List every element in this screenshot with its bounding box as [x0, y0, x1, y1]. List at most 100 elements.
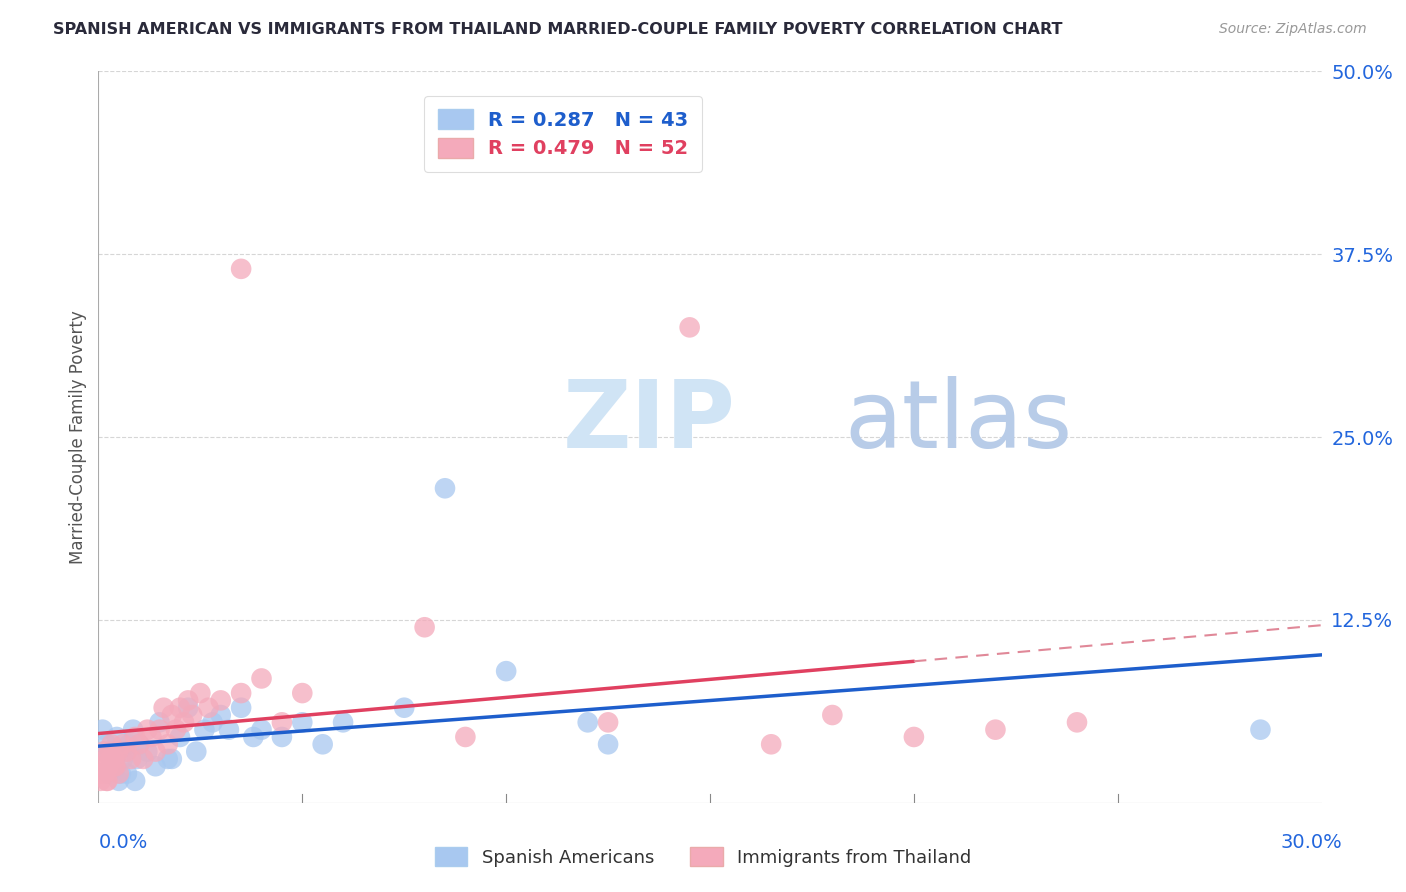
Point	[312, 737, 335, 751]
Point	[188, 686, 212, 700]
Point	[270, 730, 294, 744]
Point	[127, 752, 149, 766]
Point	[332, 715, 354, 730]
Point	[91, 723, 114, 737]
Point	[120, 752, 142, 766]
Point	[759, 737, 782, 751]
Point	[91, 745, 114, 759]
Point	[115, 745, 138, 759]
Point	[173, 715, 195, 730]
Point	[100, 737, 122, 751]
Point	[160, 708, 183, 723]
Point	[90, 759, 112, 773]
Point	[156, 752, 179, 766]
Point	[413, 620, 436, 634]
Point	[201, 715, 224, 730]
Text: atlas: atlas	[845, 376, 1073, 468]
Point	[104, 752, 127, 766]
Point	[118, 737, 141, 751]
Point	[122, 723, 145, 737]
Point	[250, 672, 273, 686]
Point	[209, 693, 232, 707]
Point	[111, 752, 134, 766]
Point	[1066, 715, 1088, 730]
Point	[93, 766, 115, 780]
Point	[218, 723, 240, 737]
Point	[169, 730, 191, 744]
Point	[576, 715, 599, 730]
Point	[145, 745, 167, 759]
Point	[101, 759, 124, 773]
Point	[156, 737, 179, 751]
Point	[250, 723, 273, 737]
Point	[89, 773, 111, 788]
Point	[270, 715, 294, 730]
Point	[111, 737, 134, 751]
Point	[128, 737, 150, 751]
Point	[903, 730, 925, 744]
Point	[392, 700, 416, 714]
Point	[193, 723, 215, 737]
Point	[128, 737, 150, 751]
Point	[124, 773, 146, 788]
Point	[177, 693, 200, 707]
Point	[105, 730, 128, 744]
Text: 0.0%: 0.0%	[98, 833, 148, 853]
Text: Source: ZipAtlas.com: Source: ZipAtlas.com	[1219, 22, 1367, 37]
Point	[93, 745, 115, 759]
Point	[181, 708, 204, 723]
Legend: R = 0.287   N = 43, R = 0.479   N = 52: R = 0.287 N = 43, R = 0.479 N = 52	[425, 95, 702, 172]
Point	[103, 752, 125, 766]
Y-axis label: Married-Couple Family Poverty: Married-Couple Family Poverty	[69, 310, 87, 564]
Point	[433, 481, 456, 495]
Point	[108, 766, 131, 780]
Point	[821, 708, 844, 723]
Point	[97, 766, 120, 780]
Point	[145, 759, 167, 773]
Point	[149, 715, 172, 730]
Point	[115, 766, 138, 780]
Point	[152, 700, 174, 714]
Point	[136, 723, 159, 737]
Point	[98, 745, 121, 759]
Point	[100, 752, 122, 766]
Point	[596, 737, 619, 751]
Point	[177, 700, 200, 714]
Point	[242, 730, 264, 744]
Point	[679, 320, 702, 334]
Point	[96, 773, 118, 788]
Point	[91, 766, 114, 780]
Point	[136, 745, 159, 759]
Point	[132, 752, 155, 766]
Point	[291, 715, 314, 730]
Point	[197, 700, 219, 714]
Point	[124, 730, 146, 744]
Point	[104, 759, 127, 773]
Point	[1249, 723, 1271, 737]
Point	[97, 759, 120, 773]
Point	[186, 745, 208, 759]
Point	[209, 708, 232, 723]
Point	[94, 752, 117, 766]
Point	[96, 773, 118, 788]
Point	[231, 700, 253, 714]
Point	[100, 759, 122, 773]
Point	[291, 686, 314, 700]
Point	[231, 261, 253, 276]
Point	[141, 730, 163, 744]
Point	[149, 723, 172, 737]
Point	[107, 745, 129, 759]
Text: SPANISH AMERICAN VS IMMIGRANTS FROM THAILAND MARRIED-COUPLE FAMILY POVERTY CORRE: SPANISH AMERICAN VS IMMIGRANTS FROM THAI…	[53, 22, 1063, 37]
Point	[165, 723, 187, 737]
Point	[596, 715, 619, 730]
Text: 30.0%: 30.0%	[1281, 833, 1343, 853]
Point	[96, 737, 118, 751]
Text: ZIP: ZIP	[564, 376, 737, 468]
Legend: Spanish Americans, Immigrants from Thailand: Spanish Americans, Immigrants from Thail…	[427, 840, 979, 874]
Point	[495, 664, 517, 678]
Point	[231, 686, 253, 700]
Point	[984, 723, 1007, 737]
Point	[454, 730, 477, 744]
Point	[110, 766, 132, 780]
Point	[114, 745, 136, 759]
